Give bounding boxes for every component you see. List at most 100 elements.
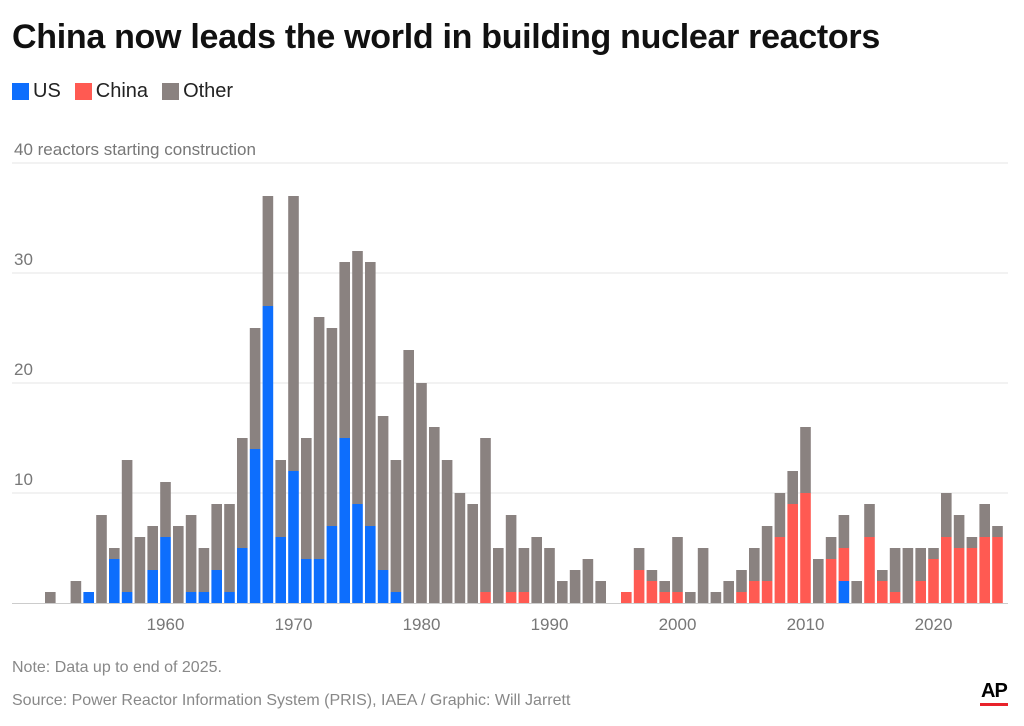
- bar-other: [813, 559, 824, 603]
- bar-other: [493, 548, 504, 603]
- bar-other: [313, 317, 325, 559]
- bar-other: [429, 427, 440, 603]
- bar-china: [941, 537, 952, 603]
- bar-china: [953, 548, 965, 603]
- bar-other: [160, 482, 171, 537]
- bar-other: [979, 504, 990, 537]
- bar-us: [313, 559, 325, 603]
- bar-china: [672, 592, 683, 603]
- bar-us: [262, 306, 274, 603]
- bar-china: [915, 581, 926, 603]
- legend-swatch-us: [12, 83, 29, 100]
- bar-other: [70, 581, 82, 603]
- bar-other: [800, 427, 811, 493]
- bar-other: [761, 526, 773, 581]
- bar-other: [403, 350, 414, 603]
- bar-other: [275, 460, 286, 537]
- bar-other: [889, 548, 901, 592]
- bar-china: [979, 537, 990, 603]
- bar-us: [185, 592, 197, 603]
- x-tick-label: 2010: [787, 615, 825, 634]
- bar-other: [672, 537, 683, 592]
- bar-other: [659, 581, 670, 592]
- bar-china: [480, 592, 491, 603]
- bar-other: [390, 460, 402, 592]
- bar-china: [621, 592, 632, 603]
- bar-us: [288, 471, 299, 603]
- x-tick-label: 1990: [531, 615, 569, 634]
- bar-china: [505, 592, 517, 603]
- bar-us: [301, 559, 312, 603]
- ap-logo-underline: [980, 703, 1008, 706]
- bar-other: [454, 493, 466, 603]
- legend: US China Other: [12, 80, 233, 103]
- bar-china: [646, 581, 658, 603]
- bar-china: [774, 537, 786, 603]
- bar-other: [249, 328, 261, 449]
- bar-other: [749, 548, 760, 581]
- bar-other: [211, 504, 222, 570]
- bar-other: [557, 581, 568, 603]
- legend-swatch-china: [74, 83, 92, 100]
- bar-other: [173, 526, 184, 603]
- bar-other: [301, 438, 312, 559]
- bar-other: [134, 537, 146, 603]
- bar-other: [326, 328, 338, 526]
- bar-other: [109, 548, 120, 559]
- bar-other: [352, 251, 363, 504]
- chart-source: Source: Power Reactor Information System…: [12, 692, 571, 709]
- bar-us: [352, 504, 363, 603]
- bar-other: [710, 592, 722, 603]
- x-tick-label: 1970: [275, 615, 313, 634]
- y-tick-label: 20: [14, 360, 33, 379]
- legend-label: China: [95, 80, 149, 102]
- bar-china: [761, 581, 773, 603]
- bar-us: [121, 592, 133, 603]
- x-tick-label: 1960: [147, 615, 185, 634]
- x-tick-label: 2000: [659, 615, 697, 634]
- x-tick-label: 2020: [915, 615, 953, 634]
- bar-other: [838, 515, 850, 548]
- bar-other: [864, 504, 875, 537]
- bar-other: [941, 493, 952, 537]
- bar-other: [185, 515, 197, 592]
- bar-china: [518, 592, 530, 603]
- bar-other: [377, 416, 389, 570]
- bar-us: [198, 592, 210, 603]
- bar-us: [237, 548, 248, 603]
- y-tick-label: 40 reactors starting construction: [14, 140, 256, 159]
- bar-china: [928, 559, 939, 603]
- bar-other: [262, 196, 274, 306]
- bar-other: [339, 262, 350, 438]
- bar-other: [595, 581, 606, 603]
- bar-other: [147, 526, 158, 570]
- bar-other: [902, 548, 914, 603]
- bar-us: [83, 592, 94, 603]
- bar-other: [953, 515, 965, 548]
- bar-other: [224, 504, 235, 592]
- bar-other: [851, 581, 862, 603]
- bar-other: [966, 537, 978, 548]
- x-tick-label: 1980: [403, 615, 441, 634]
- bar-china: [838, 548, 850, 581]
- bar-china: [992, 537, 1003, 603]
- bar-other: [697, 548, 709, 603]
- bar-china: [736, 592, 747, 603]
- legend-item-china: China: [74, 80, 149, 103]
- bar-china: [966, 548, 978, 603]
- legend-label: US: [33, 80, 61, 102]
- bar-other: [518, 548, 530, 592]
- bar-us: [365, 526, 376, 603]
- bar-us: [339, 438, 350, 603]
- bar-other: [198, 548, 210, 592]
- bar-other: [877, 570, 888, 581]
- bar-us: [275, 537, 286, 603]
- bar-other: [569, 570, 581, 603]
- bar-other: [787, 471, 798, 504]
- bar-other: [45, 592, 56, 603]
- bar-us: [838, 581, 850, 603]
- bar-other: [633, 548, 645, 570]
- bar-us: [377, 570, 389, 603]
- legend-label: Other: [183, 80, 234, 102]
- bar-us: [147, 570, 158, 603]
